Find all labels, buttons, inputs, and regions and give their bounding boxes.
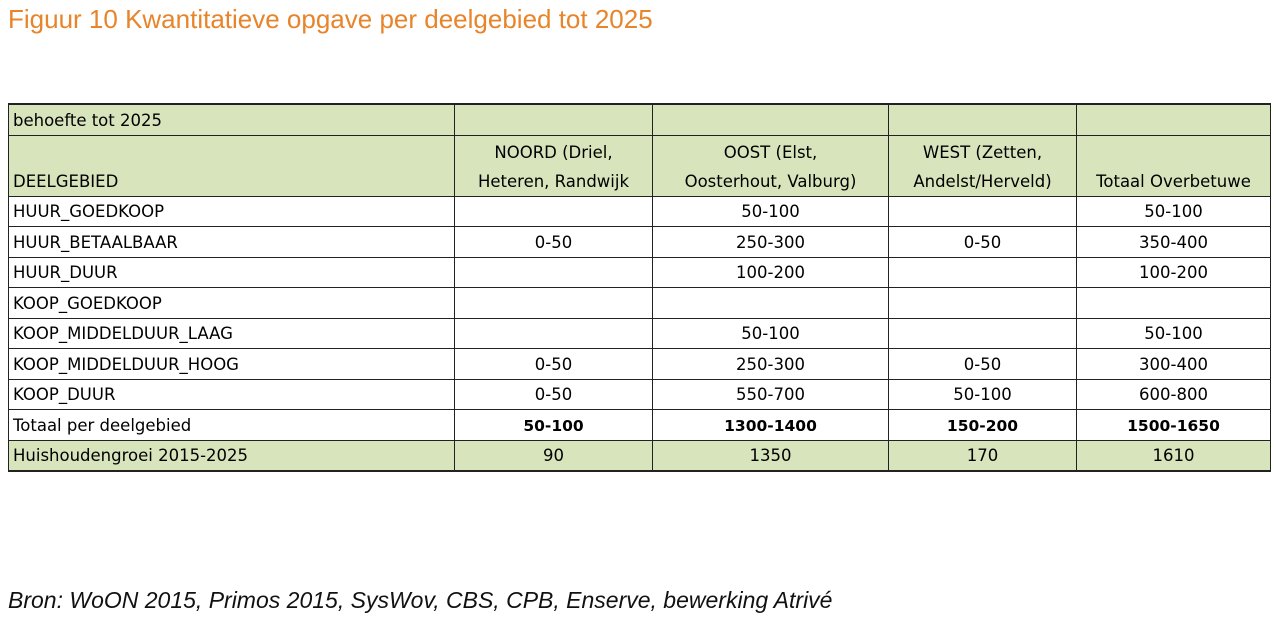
table-row: KOOP_GOEDKOOP	[8, 287, 1271, 319]
cell-oost: 50-100	[652, 317, 889, 349]
table-row: HUUR_GOEDKOOP 50-100 50-100	[8, 195, 1271, 227]
row-label: KOOP_MIDDELDUUR_LAAG	[8, 317, 455, 349]
cell-noord	[454, 256, 653, 288]
row-label: HUUR_DUUR	[8, 256, 455, 288]
cell-west	[888, 195, 1077, 227]
cell-oost: 250-300	[652, 348, 889, 380]
table-row: HUUR_BETAALBAAR 0-50 250-300 0-50 350-400	[8, 226, 1271, 258]
total-noord: 50-100	[523, 416, 584, 435]
table-body: HUUR_GOEDKOOP 50-100 50-100 HUUR_BETAALBAAR…	[8, 195, 1271, 410]
cell-noord	[454, 287, 653, 319]
cell-noord	[454, 195, 653, 227]
column-header-deelgebied: DEELGEBIED	[8, 134, 455, 197]
total-west: 150-200	[946, 416, 1019, 435]
growth-label: Huishoudengroei 2015-2025	[8, 439, 455, 472]
total-oost: 1300-1400	[724, 416, 817, 435]
cell-west	[888, 287, 1077, 319]
cell-oost: 50-100	[652, 195, 889, 227]
table-row: KOOP_DUUR 0-50 550-700 50-100 600-800	[8, 378, 1271, 410]
total-row: Totaal per deelgebied 50-100 1300-1400 1…	[8, 409, 1271, 441]
growth-totaal: 1610	[1076, 439, 1271, 472]
cell-noord: 0-50	[454, 226, 653, 258]
table-row: KOOP_MIDDELDUUR_LAAG 50-100 50-100	[8, 317, 1271, 349]
column-header-noord: NOORD (Driel, Heteren, Randwijk	[454, 134, 653, 197]
total-label: Totaal per deelgebied	[8, 409, 455, 441]
cell-totaal: 100-200	[1076, 256, 1271, 288]
cell-totaal: 600-800	[1076, 378, 1271, 410]
growth-noord: 90	[454, 439, 653, 472]
cell-totaal: 300-400	[1076, 348, 1271, 380]
cell-west	[888, 256, 1077, 288]
cell-oost	[652, 287, 889, 319]
cell-noord: 0-50	[454, 378, 653, 410]
column-header-totaal: Totaal Overbetuwe	[1076, 134, 1271, 197]
row-label: HUUR_BETAALBAAR	[8, 226, 455, 258]
source-note: Bron: WoON 2015, Primos 2015, SysWov, CB…	[8, 587, 833, 613]
demand-table: behoefte tot 2025 DEELGEBIED NOORD (Drie…	[8, 103, 1271, 472]
growth-row: Huishoudengroei 2015-2025 90 1350 170 16…	[8, 439, 1271, 472]
cell-totaal: 50-100	[1076, 195, 1271, 227]
cell-oost: 550-700	[652, 378, 889, 410]
table-caption-row: behoefte tot 2025	[8, 103, 1271, 136]
column-header-oost: OOST (Elst, Oosterhout, Valburg)	[652, 134, 889, 197]
cell-noord	[454, 317, 653, 349]
cell-totaal: 50-100	[1076, 317, 1271, 349]
cell-west: 0-50	[888, 348, 1077, 380]
row-label: KOOP_MIDDELDUUR_HOOG	[8, 348, 455, 380]
table-row: HUUR_DUUR 100-200 100-200	[8, 256, 1271, 288]
table-row: KOOP_MIDDELDUUR_HOOG 0-50 250-300 0-50 300-4…	[8, 348, 1271, 380]
column-header-west: WEST (Zetten, Andelst/Herveld)	[888, 134, 1077, 197]
cell-noord: 0-50	[454, 348, 653, 380]
cell-west: 50-100	[888, 378, 1077, 410]
row-label: HUUR_GOEDKOOP	[8, 195, 455, 227]
cell-totaal: 350-400	[1076, 226, 1271, 258]
row-label: KOOP_DUUR	[8, 378, 455, 410]
table-caption: behoefte tot 2025	[8, 103, 455, 136]
figure-title: Figuur 10 Kwantitatieve opgave per deelg…	[8, 4, 653, 34]
cell-oost: 250-300	[652, 226, 889, 258]
total-totaal: 1500-1650	[1127, 416, 1220, 435]
table-header-row: DEELGEBIED NOORD (Driel, Heteren, Randwij…	[8, 134, 1271, 197]
cell-west: 0-50	[888, 226, 1077, 258]
cell-oost: 100-200	[652, 256, 889, 288]
cell-west	[888, 317, 1077, 349]
growth-west: 170	[888, 439, 1077, 472]
growth-oost: 1350	[652, 439, 889, 472]
row-label: KOOP_GOEDKOOP	[8, 287, 455, 319]
cell-totaal	[1076, 287, 1271, 319]
